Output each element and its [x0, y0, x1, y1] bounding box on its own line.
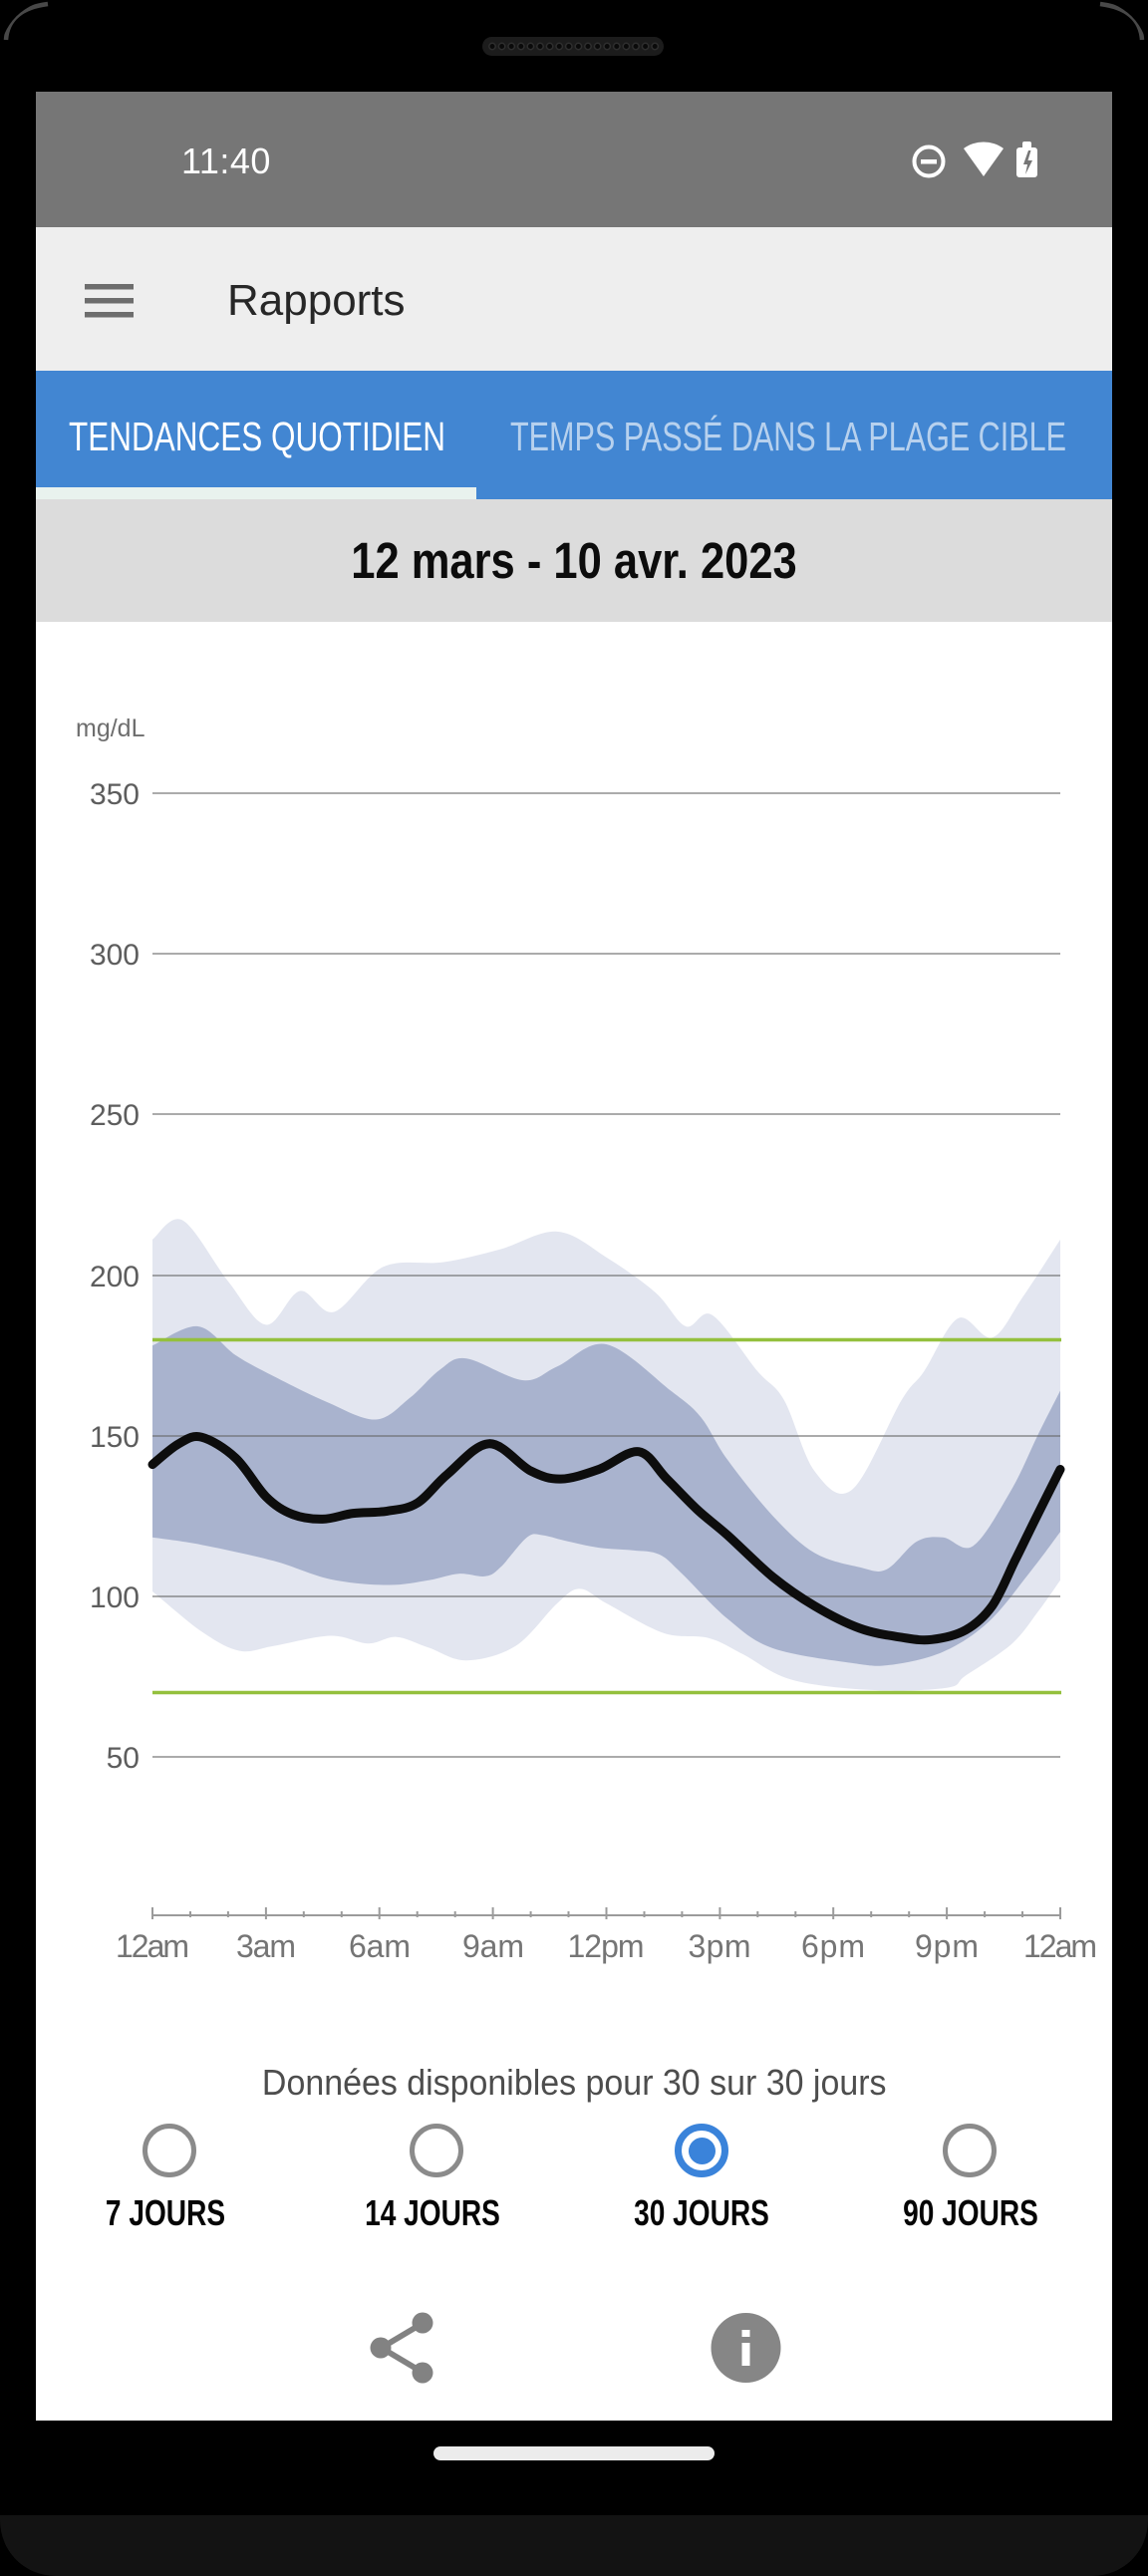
svg-text:50: 50: [107, 1742, 140, 1775]
svg-text:250: 250: [90, 1099, 140, 1132]
svg-text:3am: 3am: [236, 1928, 296, 1964]
svg-text:mg/dL: mg/dL: [76, 715, 145, 742]
svg-text:6am: 6am: [349, 1928, 411, 1964]
svg-text:300: 300: [90, 939, 140, 972]
svg-text:12am: 12am: [116, 1928, 189, 1964]
svg-text:3pm: 3pm: [689, 1928, 751, 1964]
svg-text:200: 200: [90, 1261, 140, 1293]
svg-text:150: 150: [90, 1421, 140, 1454]
svg-text:350: 350: [90, 778, 140, 811]
svg-text:9am: 9am: [462, 1928, 524, 1964]
svg-text:100: 100: [90, 1581, 140, 1614]
svg-text:12pm: 12pm: [568, 1928, 645, 1964]
svg-text:9pm: 9pm: [915, 1928, 979, 1964]
svg-text:12am: 12am: [1023, 1928, 1097, 1964]
svg-text:6pm: 6pm: [801, 1928, 865, 1964]
